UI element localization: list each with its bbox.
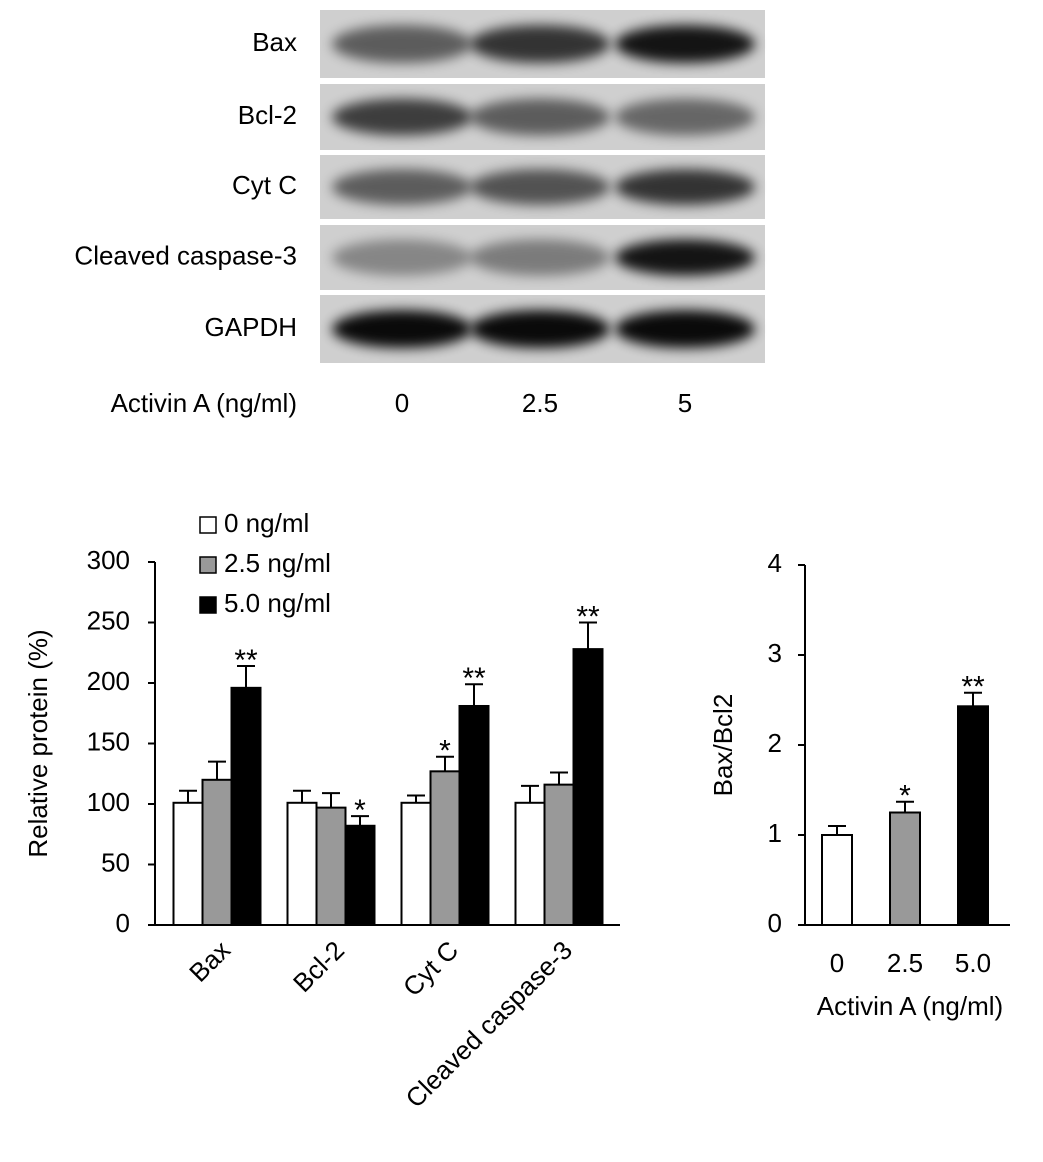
bar <box>315 806 347 927</box>
western-blot <box>320 10 765 363</box>
significance: ** <box>576 600 600 633</box>
legend-label: 2.5 ng/ml <box>224 548 331 578</box>
blot-band <box>332 239 472 276</box>
x-tick-label: 0 <box>830 948 844 978</box>
bar <box>344 824 376 927</box>
significance: * <box>899 780 911 813</box>
significance: * <box>354 794 366 827</box>
x-tick-label: Bax <box>183 935 236 988</box>
blot-band <box>615 309 755 349</box>
y-tick-label: 250 <box>87 605 130 635</box>
x-tick-label: Bcl-2 <box>287 935 350 998</box>
y-tick-label: 0 <box>768 908 782 938</box>
blot-band <box>332 169 472 205</box>
significance: ** <box>961 671 985 704</box>
blot-band <box>470 24 610 64</box>
blot-row-label: Cleaved caspase-3 <box>74 240 297 270</box>
legend-swatch <box>199 556 217 574</box>
blot-band <box>615 239 755 276</box>
y-tick-label: 1 <box>768 818 782 848</box>
blot-band <box>470 98 610 136</box>
blot-band <box>332 24 472 64</box>
blot-band <box>332 98 472 136</box>
legend-swatch <box>199 596 217 614</box>
legend-label: 5.0 ng/ml <box>224 588 331 618</box>
x-axis-label: Activin A (ng/ml) <box>817 991 1003 1021</box>
x-tick-label: 5.0 <box>955 948 991 978</box>
y-tick-label: 50 <box>101 847 130 877</box>
bar <box>514 801 546 926</box>
blot-band <box>332 309 472 349</box>
bar <box>201 778 233 926</box>
blot-row-label: Bcl-2 <box>238 100 297 130</box>
bar <box>572 648 604 926</box>
y-tick-label: 100 <box>87 787 130 817</box>
treatment-label: Activin A (ng/ml) <box>111 388 297 418</box>
x-tick-label: 2.5 <box>887 948 923 978</box>
lane-label: 5 <box>678 388 692 418</box>
blot-band <box>615 98 755 136</box>
y-tick-label: 300 <box>87 545 130 575</box>
y-tick-label: 0 <box>116 908 130 938</box>
lane-label: 2.5 <box>522 388 558 418</box>
legend-swatch <box>199 516 217 534</box>
blot-band <box>615 169 755 205</box>
blot-row-label: GAPDH <box>205 312 297 342</box>
blot-band <box>470 169 610 205</box>
bar <box>230 686 262 927</box>
blot-row-label: Bax <box>252 27 297 57</box>
y-tick-label: 4 <box>768 548 782 578</box>
significance: ** <box>462 662 486 695</box>
bar <box>458 704 490 926</box>
y-axis-label: Relative protein (%) <box>23 629 53 857</box>
y-tick-label: 3 <box>768 638 782 668</box>
blot-band <box>470 309 610 349</box>
blot-band <box>615 24 755 64</box>
y-axis-label: Bax/Bcl2 <box>708 694 738 797</box>
bar <box>286 801 318 926</box>
bar <box>821 834 853 926</box>
y-tick-label: 200 <box>87 666 130 696</box>
bar <box>172 801 204 926</box>
lane-label: 0 <box>395 388 409 418</box>
y-tick-label: 2 <box>768 728 782 758</box>
x-tick-label: Cyt C <box>397 935 464 1002</box>
bar <box>543 783 575 927</box>
bar <box>400 801 432 926</box>
bar <box>957 705 989 926</box>
bar <box>429 770 461 927</box>
y-tick-label: 150 <box>87 726 130 756</box>
blot-band <box>470 239 610 276</box>
significance: ** <box>234 644 258 677</box>
legend-label: 0 ng/ml <box>224 508 309 538</box>
blot-row-label: Cyt C <box>232 170 297 200</box>
bar <box>889 811 921 926</box>
significance: * <box>439 735 451 768</box>
